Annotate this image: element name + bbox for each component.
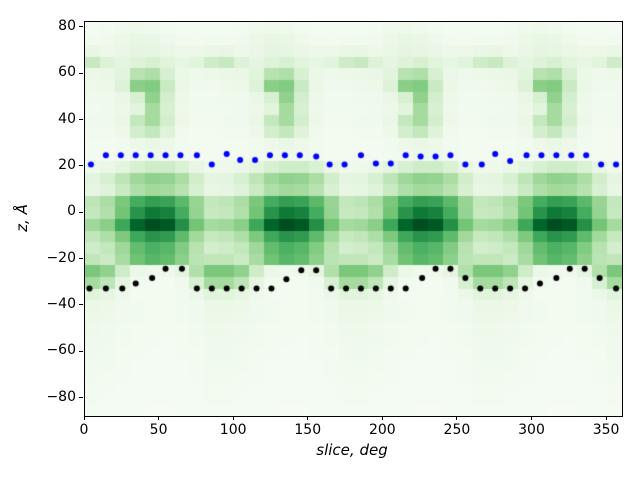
x-axis-label: slice, deg: [316, 441, 388, 459]
x-tick-label: 350: [592, 422, 620, 438]
y-tick-label: −20: [46, 249, 76, 266]
y-tick-label: −40: [46, 295, 76, 312]
y-tick-label: 60: [58, 64, 76, 81]
x-tick-mark: [456, 416, 458, 420]
y-tick-label: 0: [67, 203, 76, 220]
x-tick-label: 50: [149, 422, 168, 438]
y-tick-label: −60: [46, 342, 76, 359]
y-tick-mark: [79, 350, 83, 352]
x-tick-label: 300: [518, 422, 545, 438]
y-tick-label: 40: [58, 110, 76, 127]
x-tick-mark: [605, 416, 607, 420]
x-tick-label: 250: [443, 422, 471, 438]
y-tick-mark: [79, 119, 83, 120]
y-tick-mark: [79, 72, 83, 74]
x-tick-label: 0: [79, 422, 89, 438]
x-tick-label: 100: [219, 422, 247, 438]
y-tick-mark: [79, 304, 83, 306]
x-tick-mark: [158, 416, 160, 420]
x-tick-label: 150: [294, 422, 322, 438]
x-tick-label: 200: [368, 422, 396, 438]
x-tick-mark: [307, 416, 309, 420]
y-tick-mark: [79, 211, 83, 213]
y-axis-label: z, Å: [13, 204, 31, 232]
y-tick-mark: [79, 258, 83, 260]
x-tick-mark: [531, 416, 532, 420]
x-tick-mark: [232, 416, 234, 420]
plot-area: [84, 21, 623, 417]
x-tick-mark: [381, 416, 383, 420]
y-tick-label: 80: [58, 17, 76, 34]
y-tick-mark: [79, 165, 83, 167]
heatmap-canvas: [85, 22, 622, 416]
y-tick-mark: [79, 26, 83, 28]
x-tick-mark: [83, 416, 85, 420]
y-tick-label: −80: [46, 388, 76, 405]
y-tick-mark: [79, 397, 83, 399]
y-tick-label: 20: [58, 156, 76, 173]
